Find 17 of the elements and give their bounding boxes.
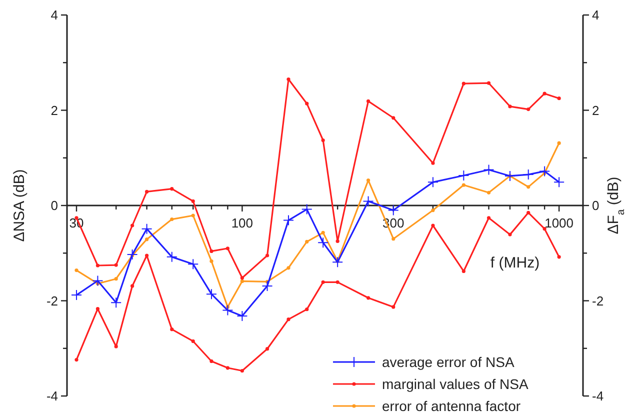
y2-tick-label: -2 <box>592 293 604 308</box>
y-axis-title: ΔNSA (dB) <box>11 169 28 242</box>
legend-label: marginal values of NSA <box>382 376 529 392</box>
y-tick-label: 4 <box>50 8 58 23</box>
y2-tick-label: -4 <box>592 388 604 404</box>
y-tick-label: 2 <box>50 102 58 118</box>
y2-tick-label: 2 <box>592 102 600 118</box>
x-tick-label: 1000 <box>544 216 574 230</box>
y-tick-label: -2 <box>46 293 58 308</box>
y2-tick-label: 4 <box>592 8 600 23</box>
legend-label: average error of NSA <box>382 354 515 370</box>
x-axis-title: f (MHz) <box>490 254 540 272</box>
y-tick-label: -4 <box>46 388 58 404</box>
y2-tick-label: 0 <box>592 198 600 214</box>
legend-label: error of antenna factor <box>382 398 521 414</box>
x-tick-label: 100 <box>231 216 254 230</box>
y-tick-label: 0 <box>50 198 58 214</box>
